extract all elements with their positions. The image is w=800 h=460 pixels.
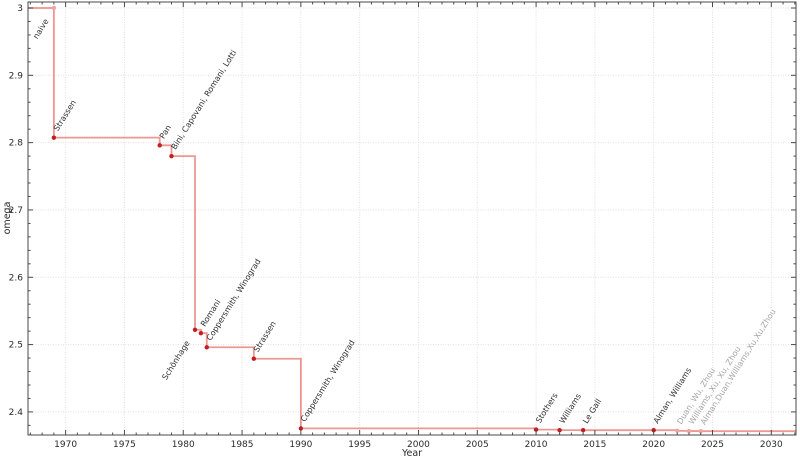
data-point <box>251 356 257 361</box>
x-axis-label: Year <box>401 448 422 459</box>
omega-upper-bound-line <box>28 7 796 433</box>
data-point <box>198 330 204 336</box>
data-points <box>51 5 703 434</box>
point-label: Williams <box>558 392 583 425</box>
y-tick-label: 2.5 <box>9 341 23 351</box>
x-tick-label: 1990 <box>289 440 312 450</box>
y-tick-label: 2.9 <box>9 71 24 81</box>
x-tick-label: 2020 <box>642 440 665 450</box>
axis-spines <box>27 1 797 436</box>
tick-labels: 1970 1975 1980 1985 1990 1995 2000 2005 2010 2015… <box>9 4 783 450</box>
data-point <box>686 428 692 434</box>
y-tick-label: 2.4 <box>9 408 24 418</box>
x-tick-label: 1985 <box>231 440 254 450</box>
data-point <box>51 5 57 11</box>
x-tick-label: 2010 <box>525 440 548 450</box>
x-tick-label: 1975 <box>113 440 136 450</box>
y-tick-label: 2.8 <box>9 139 24 149</box>
point-label: Schönhage <box>160 339 191 382</box>
y-tick-label: 2.7 <box>9 206 23 216</box>
data-point <box>204 345 209 350</box>
x-tick-label: 2030 <box>760 440 783 450</box>
x-tick-label: 1980 <box>172 440 195 450</box>
x-tick-label: 2005 <box>466 440 489 450</box>
gridlines <box>28 2 796 435</box>
data-point <box>298 426 304 431</box>
x-tick-label: 2015 <box>583 440 606 450</box>
y-axis-label: omega <box>2 202 13 235</box>
point-label: naive <box>31 17 50 40</box>
data-point <box>51 135 57 140</box>
y-tick-label: 3 <box>17 4 23 14</box>
data-point <box>157 143 162 148</box>
data-point <box>675 428 680 434</box>
point-label: Stothers <box>534 391 559 424</box>
point-label: Bini, Capovani, Romani, Lotti <box>170 49 239 152</box>
point-label: Williams, Xu, Xu, Zhou <box>687 345 743 426</box>
y-tick-label: 2.6 <box>9 273 24 283</box>
axis-ticks <box>28 2 796 435</box>
omega-step-line <box>28 7 796 433</box>
point-label: Alman,Duan,Williams,Xu,Xu,Zhou <box>699 307 778 426</box>
point-label: Coppersmith, Winograd <box>299 338 357 423</box>
x-tick-label: 2025 <box>701 440 724 450</box>
point-label: Strassen <box>252 320 278 354</box>
x-tick-label: 1995 <box>348 440 371 450</box>
point-label: Strassen <box>52 98 78 132</box>
data-point <box>533 427 539 432</box>
point-label: Le Gall <box>581 397 603 425</box>
data-point <box>580 427 586 433</box>
data-point <box>192 327 198 332</box>
data-point <box>698 429 703 434</box>
plot-border <box>27 1 797 436</box>
x-tick-label: 1970 <box>54 440 77 450</box>
x-tick-label: 2000 <box>407 440 430 450</box>
data-point <box>557 427 562 433</box>
point-label: Pan <box>158 123 173 140</box>
data-point <box>169 153 174 159</box>
